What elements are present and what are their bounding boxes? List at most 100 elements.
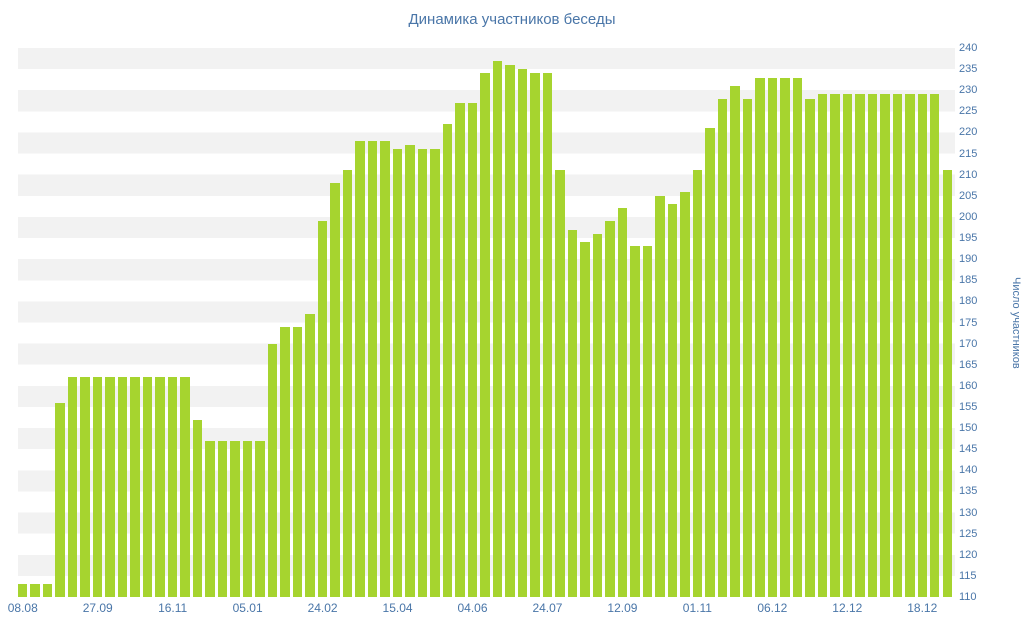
- bar: [455, 102, 465, 597]
- y-axis-tick-label: 210: [959, 168, 978, 181]
- bar: [217, 440, 228, 597]
- bar: [442, 124, 453, 597]
- bar: [917, 94, 927, 597]
- bar: [617, 208, 628, 597]
- y-axis-tick-label: 130: [959, 506, 978, 519]
- bar: [667, 204, 678, 597]
- bar: [855, 94, 865, 597]
- bar: [92, 377, 103, 597]
- y-axis-tick-label: 180: [959, 295, 978, 308]
- y-axis-tick-label: 190: [959, 253, 978, 266]
- y-axis-tick-label: 240: [959, 42, 978, 54]
- bar: [80, 377, 90, 597]
- bar: [930, 94, 940, 597]
- bar: [742, 98, 753, 597]
- bar: [142, 377, 153, 597]
- bar: [830, 94, 840, 597]
- y-axis-tick-label: 125: [959, 527, 978, 540]
- y-axis-tick-label: 220: [959, 126, 978, 139]
- bar: [867, 94, 878, 597]
- bar: [630, 246, 640, 597]
- bar: [267, 343, 278, 597]
- bar: [30, 584, 40, 597]
- y-axis-tick-label: 170: [959, 337, 978, 350]
- x-axis: 08.08 27.09 16.11 05.01 24.02 15.04 04.06 24.07…: [8, 601, 955, 619]
- bar: [330, 183, 340, 597]
- bar: [405, 145, 415, 597]
- bar: [292, 326, 303, 597]
- bar: [692, 170, 703, 597]
- x-axis-tick-label: 18.12: [907, 601, 938, 615]
- bar: [467, 102, 478, 597]
- bar: [517, 69, 528, 597]
- y-axis-tick-label: 175: [959, 316, 978, 329]
- y-axis-tick-label: 120: [959, 548, 978, 561]
- bar: [180, 377, 190, 597]
- bar: [642, 246, 653, 597]
- y-axis-tick-label: 140: [959, 464, 978, 477]
- bar: [105, 377, 115, 597]
- bar: [530, 73, 540, 597]
- bar: [18, 584, 28, 597]
- bar: [767, 77, 778, 597]
- bar: [542, 73, 553, 597]
- bar: [680, 191, 690, 597]
- bar: [305, 314, 315, 597]
- y-axis-tick-label: 215: [959, 147, 978, 160]
- y-axis-tick-label: 230: [959, 84, 978, 97]
- bar: [567, 229, 578, 597]
- bar: [655, 195, 665, 597]
- bar: [892, 94, 902, 597]
- x-axis-tick-label: 05.01: [232, 601, 263, 615]
- bar: [717, 98, 728, 597]
- bar: [580, 242, 590, 597]
- x-axis-tick-label: 12.12: [832, 601, 863, 615]
- plot-area: [18, 48, 955, 597]
- bar: [355, 140, 365, 597]
- chart-title: Динамика участников беседы: [408, 11, 616, 28]
- y-axis-tick-label: 225: [959, 105, 978, 118]
- bar: [317, 221, 328, 597]
- bar: [67, 377, 78, 597]
- bar: [255, 440, 265, 597]
- bar: [905, 94, 915, 597]
- bar: [130, 377, 140, 597]
- bar: [205, 440, 215, 597]
- bar: [480, 73, 490, 597]
- bar: [55, 402, 65, 597]
- bar: [380, 140, 390, 597]
- bar: [942, 170, 952, 597]
- y-axis-tick-label: 110: [959, 591, 977, 603]
- x-axis-tick-label: 06.12: [757, 601, 788, 615]
- bar: [555, 170, 565, 597]
- y-axis-tick-label: 200: [959, 210, 978, 223]
- x-axis-tick-label: 15.04: [382, 601, 413, 615]
- x-axis-tick-label: 04.06: [457, 601, 488, 615]
- y-axis-tick-label: 145: [959, 443, 978, 456]
- bar: [342, 170, 353, 597]
- x-axis-tick-label: 24.07: [532, 601, 563, 615]
- y-axis-tick-label: 195: [959, 232, 978, 245]
- bar: [117, 377, 128, 597]
- bar: [755, 77, 765, 597]
- bar: [705, 128, 715, 597]
- bar: [430, 149, 440, 597]
- bar: [42, 584, 53, 597]
- bar: [880, 94, 890, 597]
- x-axis-tick-label: 16.11: [158, 601, 188, 615]
- bar: [280, 326, 290, 597]
- bar: [367, 140, 378, 597]
- bar: [730, 86, 740, 597]
- bar: [155, 377, 165, 597]
- y-axis-tick-label: 160: [959, 379, 978, 392]
- x-axis-tick-label: 08.08: [7, 601, 38, 615]
- bar: [817, 94, 828, 597]
- y-axis-tick-label: 155: [959, 400, 978, 413]
- y-axis-tick-label: 150: [959, 422, 978, 435]
- y-axis-tick-label: 185: [959, 274, 978, 287]
- bar: [592, 233, 603, 597]
- y-axis-tick-label: 235: [959, 63, 978, 76]
- x-axis-tick-label: 24.02: [307, 601, 338, 615]
- bar: [192, 419, 203, 597]
